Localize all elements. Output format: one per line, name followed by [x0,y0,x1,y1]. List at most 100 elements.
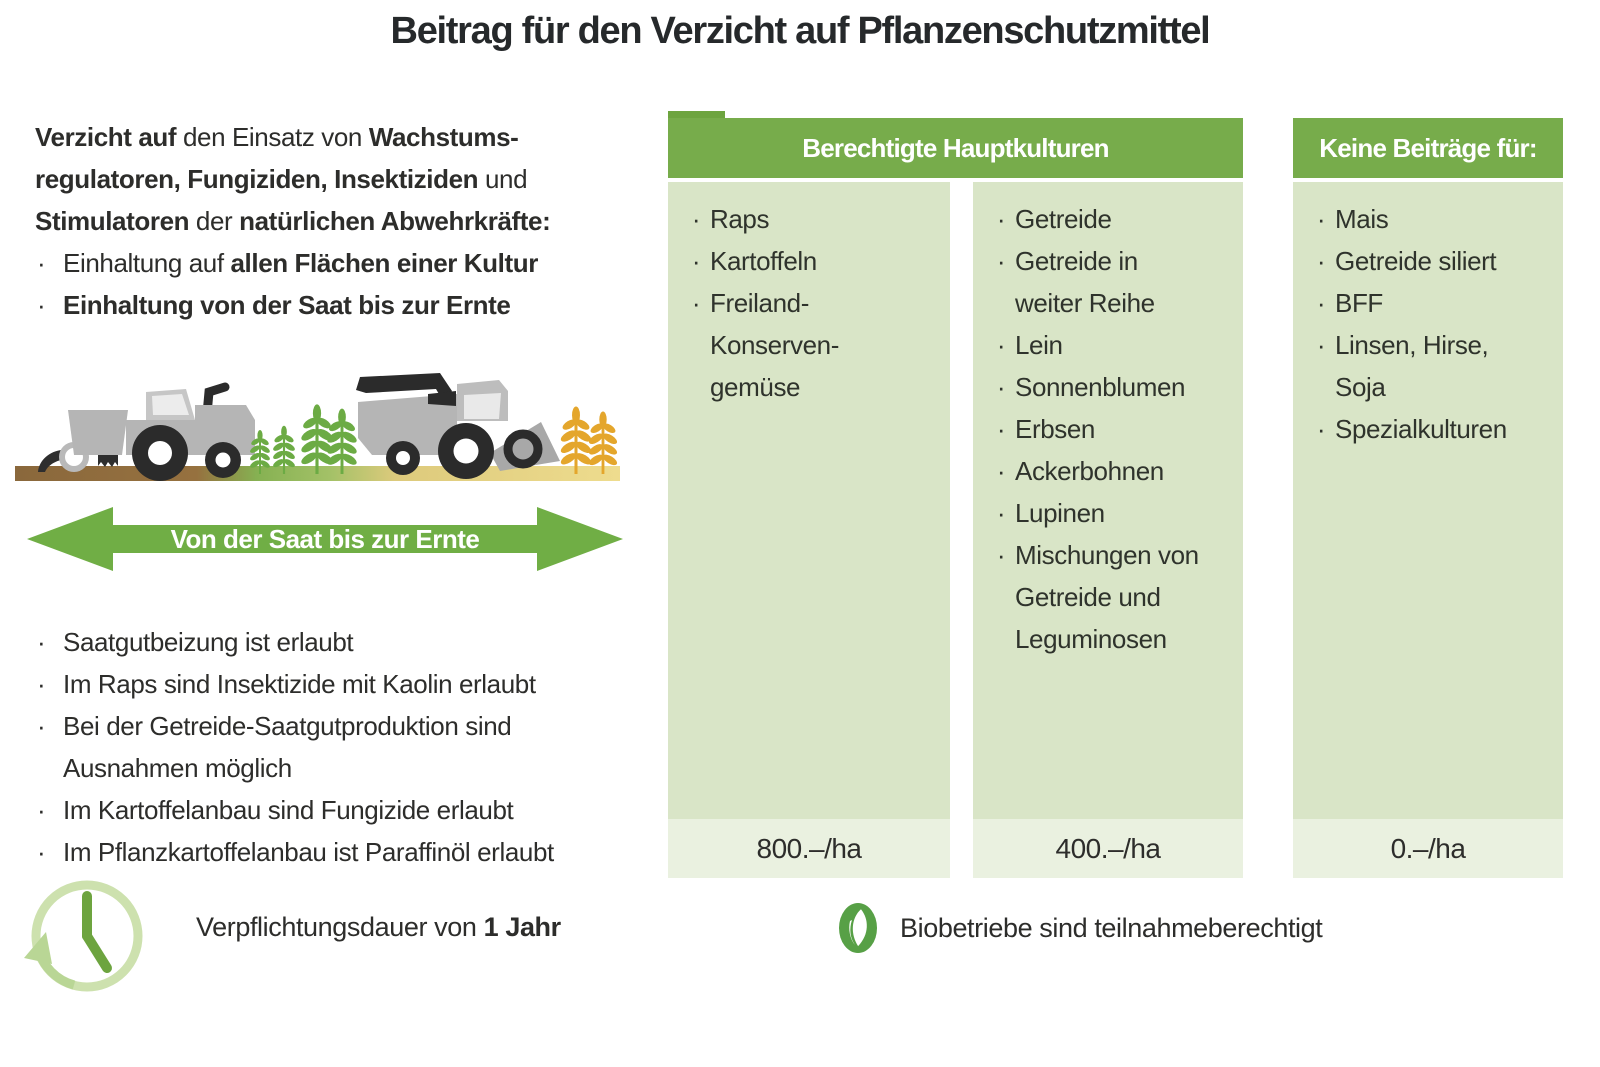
intro-bullet: · Einhaltung auf allen Flächen einer Kul… [35,242,660,284]
intro-line: regulatoren, Fungiziden, Insektiziden un… [35,158,660,200]
crop-name: Mais [1335,204,1389,234]
crop-name: Getreide [1015,204,1112,234]
bullet-dot: · [1316,330,1326,360]
tractor-icon [126,382,255,481]
price-per-ha-0: 0.–/ha [1293,819,1563,878]
bullet-dot: · [37,248,46,278]
eligible-col-400: · Getreide · Getreide in weiter Reihe · Lei… [973,182,1243,819]
list-item: · Erbsen [987,408,1237,450]
price-per-ha-800: 800.–/ha [668,819,950,878]
intro-segment: Verzicht auf [35,122,183,152]
rules-list: · Saatgutbeizung ist erlaubt · Im Raps sin… [35,621,653,873]
bullet-dot: · [37,795,46,825]
rule-text: Im Raps sind Insektizide mit Kaolin erla… [63,669,536,699]
list-item: · Lupinen [987,492,1237,534]
rule-text: Im Pflanzkartoffelanbau ist Paraffinöl e… [63,837,554,867]
bullet-dot: · [37,837,46,867]
intro-bullet: · Einhaltung von der Saat bis zur Ernte [35,284,660,326]
list-item: · Getreide [987,198,1237,240]
list-item: · Sonnenblumen [987,366,1237,408]
bullet-dot: · [1316,414,1326,444]
list-item: · Saatgutbeizung ist erlaubt [35,621,653,663]
eligible-crops-header: Berechtigte Hauptkulturen [668,118,1243,178]
crop-name: Erbsen [1015,414,1095,444]
crop-name: Freiland- Konserven- gemüse [710,288,839,402]
crop-list: · Getreide · Getreide in weiter Reihe · Lei… [973,182,1243,660]
crop-name: Getreide siliert [1335,246,1497,276]
list-item: · Getreide in weiter Reihe [987,240,1237,324]
bullet-dot: · [996,456,1006,486]
duration-note: Verpflichtungsdauer von 1 Jahr [196,912,561,943]
rule-text: Saatgutbeizung ist erlaubt [63,627,354,657]
ripe-wheat-icon [559,406,619,474]
list-item: · BFF [1307,282,1557,324]
intro-segment: allen Flächen einer Kultur [230,248,538,278]
bullet-dot: · [37,627,46,657]
field-illustration [15,373,620,481]
list-item: · Im Pflanzkartoffelanbau ist Paraffinöl … [35,831,653,873]
bullet-dot: · [996,330,1006,360]
intro-segment: regulatoren, Fungiziden, Insektiziden [35,164,479,194]
bullet-dot: · [1316,288,1326,318]
crop-name: Linsen, Hirse, Soja [1335,330,1489,402]
bio-note: Biobetriebe sind teilnahmeberechtigt [900,913,1323,943]
timeline-arrow: Von der Saat bis zur Ernte [25,503,625,575]
crop-name: Lein [1015,330,1063,360]
green-wheat-icon [248,404,359,474]
list-item: · Getreide siliert [1307,240,1557,282]
bullet-dot: · [691,204,701,234]
price-per-ha-400: 400.–/ha [973,819,1243,878]
excluded-col: · Mais · Getreide siliert · BFF · Linsen, Hi… [1293,182,1563,819]
duration-prefix: Verpflichtungsdauer von [196,912,484,942]
list-item: · Spezialkulturen [1307,408,1557,450]
intro-segment: Wachstums- [368,122,519,152]
list-item: · Mais [1307,198,1557,240]
rule-text: Im Kartoffelanbau sind Fungizide erlaubt [63,795,514,825]
header-tab [668,111,725,121]
eligible-col-800: · Raps · Kartoffeln · Freiland- Konserven- … [668,182,950,819]
crop-name: Mischungen von Getreide und Leguminosen [1015,540,1199,654]
bullet-dot: · [996,414,1006,444]
bullet-dot: · [996,204,1006,234]
list-item: · Kartoffeln [682,240,944,282]
crop-name: Raps [710,204,770,234]
intro-line: Stimulatoren der natürlichen Abwehrkräft… [35,200,660,242]
crop-name: Ackerbohnen [1015,456,1164,486]
bullet-dot: · [1316,204,1326,234]
bullet-dot: · [996,498,1006,528]
seed-drill-icon [38,410,128,472]
list-item: · Linsen, Hirse, Soja [1307,324,1557,408]
crop-name: Getreide in weiter Reihe [1015,246,1155,318]
list-item: · Im Kartoffelanbau sind Fungizide erlaub… [35,789,653,831]
clock-cycle-icon [24,880,143,992]
intro-segment: der [189,206,240,236]
bullet-dot: · [37,711,46,741]
intro-text: Verzicht auf den Einsatz von Wachstums- … [35,116,660,326]
crop-list: · Mais · Getreide siliert · BFF · Linsen, Hi… [1293,182,1563,450]
crop-name: Sonnenblumen [1015,372,1186,402]
intro-line: Verzicht auf den Einsatz von Wachstums- [35,116,660,158]
bullet-dot: · [37,669,46,699]
list-item: · Bei der Getreide-Saatgutproduktion sind… [35,705,653,789]
bullet-dot: · [691,246,701,276]
list-item: · Im Raps sind Insektizide mit Kaolin erl… [35,663,653,705]
list-item: · Lein [987,324,1237,366]
bullet-dot: · [1316,246,1326,276]
combine-harvester-icon [356,373,560,479]
double-arrow-icon [27,507,623,571]
crop-name: BFF [1335,288,1383,318]
bullet-dot: · [996,540,1006,570]
intro-segment: Einhaltung auf allen Flächen einer Kultu… [63,242,538,284]
timeline-arrow-label: Von der Saat bis zur Ernte [170,523,480,554]
crop-name: Lupinen [1015,498,1105,528]
intro-segment: Einhaltung auf [63,248,231,278]
intro-segment: Stimulatoren [35,206,190,236]
intro-segment: den Einsatz von [182,122,369,152]
intro-segment: natürlichen Abwehrkräfte: [239,206,551,236]
list-item: · Raps [682,198,944,240]
bullet-dot: · [996,372,1006,402]
rule-text: Bei der Getreide-Saatgutproduktion sind … [63,711,512,783]
bullet-dot: · [691,288,701,318]
list-item: · Ackerbohnen [987,450,1237,492]
